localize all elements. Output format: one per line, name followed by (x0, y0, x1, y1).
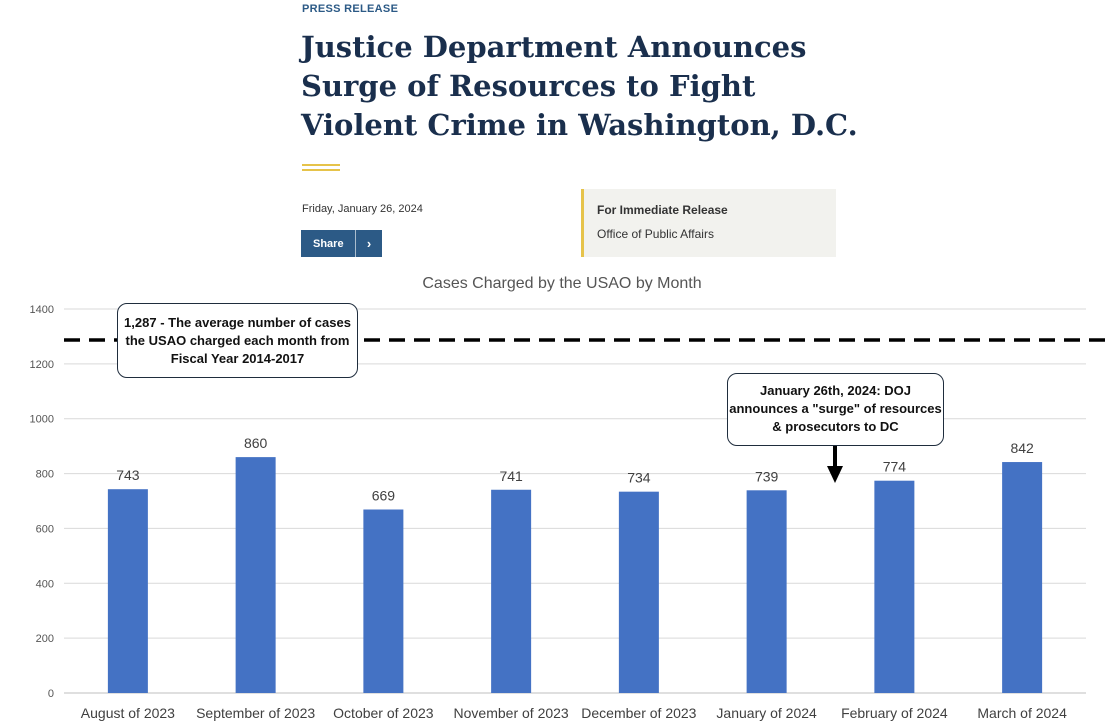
x-tick-label: February of 2024 (841, 705, 948, 721)
title-rule-bottom (302, 169, 340, 171)
share-label: Share (313, 237, 344, 250)
data-label: 774 (883, 459, 907, 475)
bar (618, 491, 659, 693)
data-label: 739 (755, 468, 779, 484)
publish-date: Friday, January 26, 2024 (302, 203, 423, 215)
y-tick-label: 1000 (30, 414, 54, 426)
bar (235, 457, 276, 693)
y-tick-label: 200 (36, 633, 54, 645)
share-button[interactable]: Share › (301, 230, 382, 257)
chart-title: Cases Charged by the USAO by Month (422, 275, 701, 292)
page-title: Justice Department Announces Surge of Re… (301, 30, 858, 142)
y-tick-label: 600 (36, 523, 54, 535)
x-tick-label: October of 2023 (333, 705, 434, 721)
release-office: Office of Public Affairs (597, 227, 714, 241)
data-label: 860 (244, 435, 268, 451)
y-tick-label: 800 (36, 469, 54, 481)
title-rule-top (302, 164, 340, 166)
data-label: 741 (499, 468, 523, 484)
surge-arrow-shaft (833, 446, 837, 468)
press-kicker: PRESS RELEASE (302, 3, 399, 15)
arrow-down-icon (827, 466, 843, 483)
data-label: 669 (372, 488, 396, 504)
x-tick-label: December of 2023 (581, 705, 696, 721)
data-label: 743 (116, 467, 140, 483)
x-tick-label: September of 2023 (196, 705, 315, 721)
x-tick-label: January of 2024 (716, 705, 817, 721)
x-tick-label: March of 2024 (977, 705, 1067, 721)
x-tick-label: November of 2023 (454, 705, 569, 721)
chart-bars (107, 457, 1043, 693)
y-axis: 0 200 400 600 800 1000 1200 1400 (30, 304, 54, 700)
data-label: 842 (1010, 440, 1034, 456)
chevron-right-icon: › (366, 236, 372, 251)
y-tick-label: 1200 (30, 359, 54, 371)
y-tick-label: 0 (48, 688, 54, 700)
bar (363, 509, 404, 693)
bar (1002, 462, 1043, 693)
bar (874, 480, 915, 693)
release-info-box: For Immediate Release Office of Public A… (581, 189, 836, 257)
x-axis: August of 2023 September of 2023 October o… (81, 705, 1067, 721)
x-tick-label: August of 2023 (81, 705, 175, 721)
data-label: 734 (627, 470, 651, 486)
surge-callout: January 26th, 2024: DOJ announces a "sur… (727, 373, 944, 446)
y-tick-label: 1400 (30, 304, 54, 316)
data-labels: 743 860 669 741 734 739 774 842 (116, 435, 1034, 503)
bar (491, 489, 532, 693)
bar (107, 489, 148, 693)
release-type: For Immediate Release (597, 203, 728, 217)
average-callout: 1,287 - The average number of cases the … (117, 303, 358, 378)
share-divider (355, 230, 356, 257)
bar-chart: Cases Charged by the USAO by Month 0 200 4… (30, 275, 1106, 721)
bar (746, 490, 787, 693)
y-tick-label: 400 (36, 578, 54, 590)
